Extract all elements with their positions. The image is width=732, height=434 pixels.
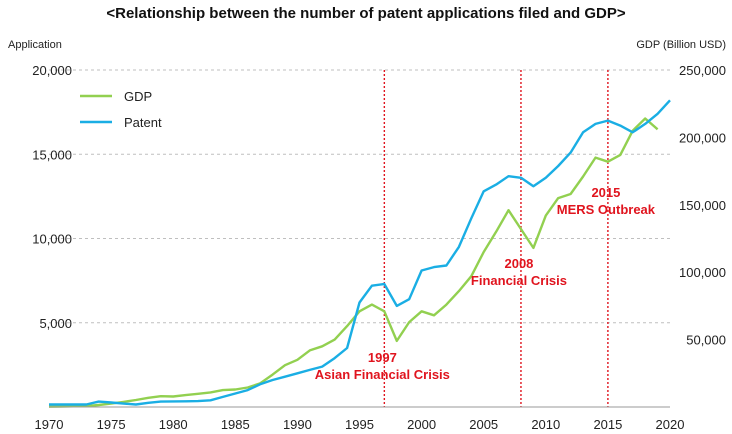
x-tick-label: 1975	[97, 417, 126, 432]
x-tick-label: 1970	[35, 417, 64, 432]
legend-label-gdp: GDP	[124, 89, 152, 104]
chart-title: <Relationship between the number of pate…	[106, 5, 625, 22]
right-tick-label: 200,000	[679, 130, 726, 145]
x-tick-label: 2000	[407, 417, 436, 432]
legend-label-patent: Patent	[124, 115, 162, 130]
right-tick-label: 150,000	[679, 198, 726, 213]
x-tick-label: 1985	[221, 417, 250, 432]
x-tick-label: 2005	[469, 417, 498, 432]
right-tick-label: 100,000	[679, 265, 726, 280]
left-tick-label: 20,000	[32, 63, 72, 78]
x-tick-label: 2015	[593, 417, 622, 432]
tick-labels: 1970 1975 1980 1985 1990 1995 2000 2005 2010 2015…	[32, 63, 726, 432]
x-tick-label: 1980	[159, 417, 188, 432]
crisis-markers	[383, 70, 609, 407]
right-tick-label: 250,000	[679, 63, 726, 78]
annotation-year-1997: 1997	[368, 350, 397, 365]
annotation-event-2008: Financial Crisis	[471, 273, 567, 288]
series-lines	[48, 99, 671, 408]
crisis-annotations: 1997 Asian Financial Crisis 2008 Financial …	[315, 185, 656, 382]
left-tick-label: 5,000	[39, 316, 72, 331]
series-line-patent	[49, 99, 671, 406]
x-tick-label: 2010	[531, 417, 560, 432]
x-tick-label: 2020	[656, 417, 685, 432]
annotation-event-2015: MERS Outbreak	[557, 202, 656, 217]
series-line-gdp	[48, 117, 659, 408]
left-axis-title: Application	[8, 39, 62, 51]
annotation-year-2015: 2015	[591, 185, 620, 200]
right-tick-label: 50,000	[686, 333, 726, 348]
x-tick-label: 1995	[345, 417, 374, 432]
right-axis-title: GDP (Billion USD)	[636, 39, 726, 51]
left-tick-label: 10,000	[32, 232, 72, 247]
annotation-year-2008: 2008	[504, 256, 533, 271]
annotation-event-1997: Asian Financial Crisis	[315, 367, 450, 382]
left-tick-label: 15,000	[32, 147, 72, 162]
legend: GDP Patent	[80, 89, 162, 130]
gridlines	[49, 69, 670, 324]
x-tick-label: 1990	[283, 417, 312, 432]
